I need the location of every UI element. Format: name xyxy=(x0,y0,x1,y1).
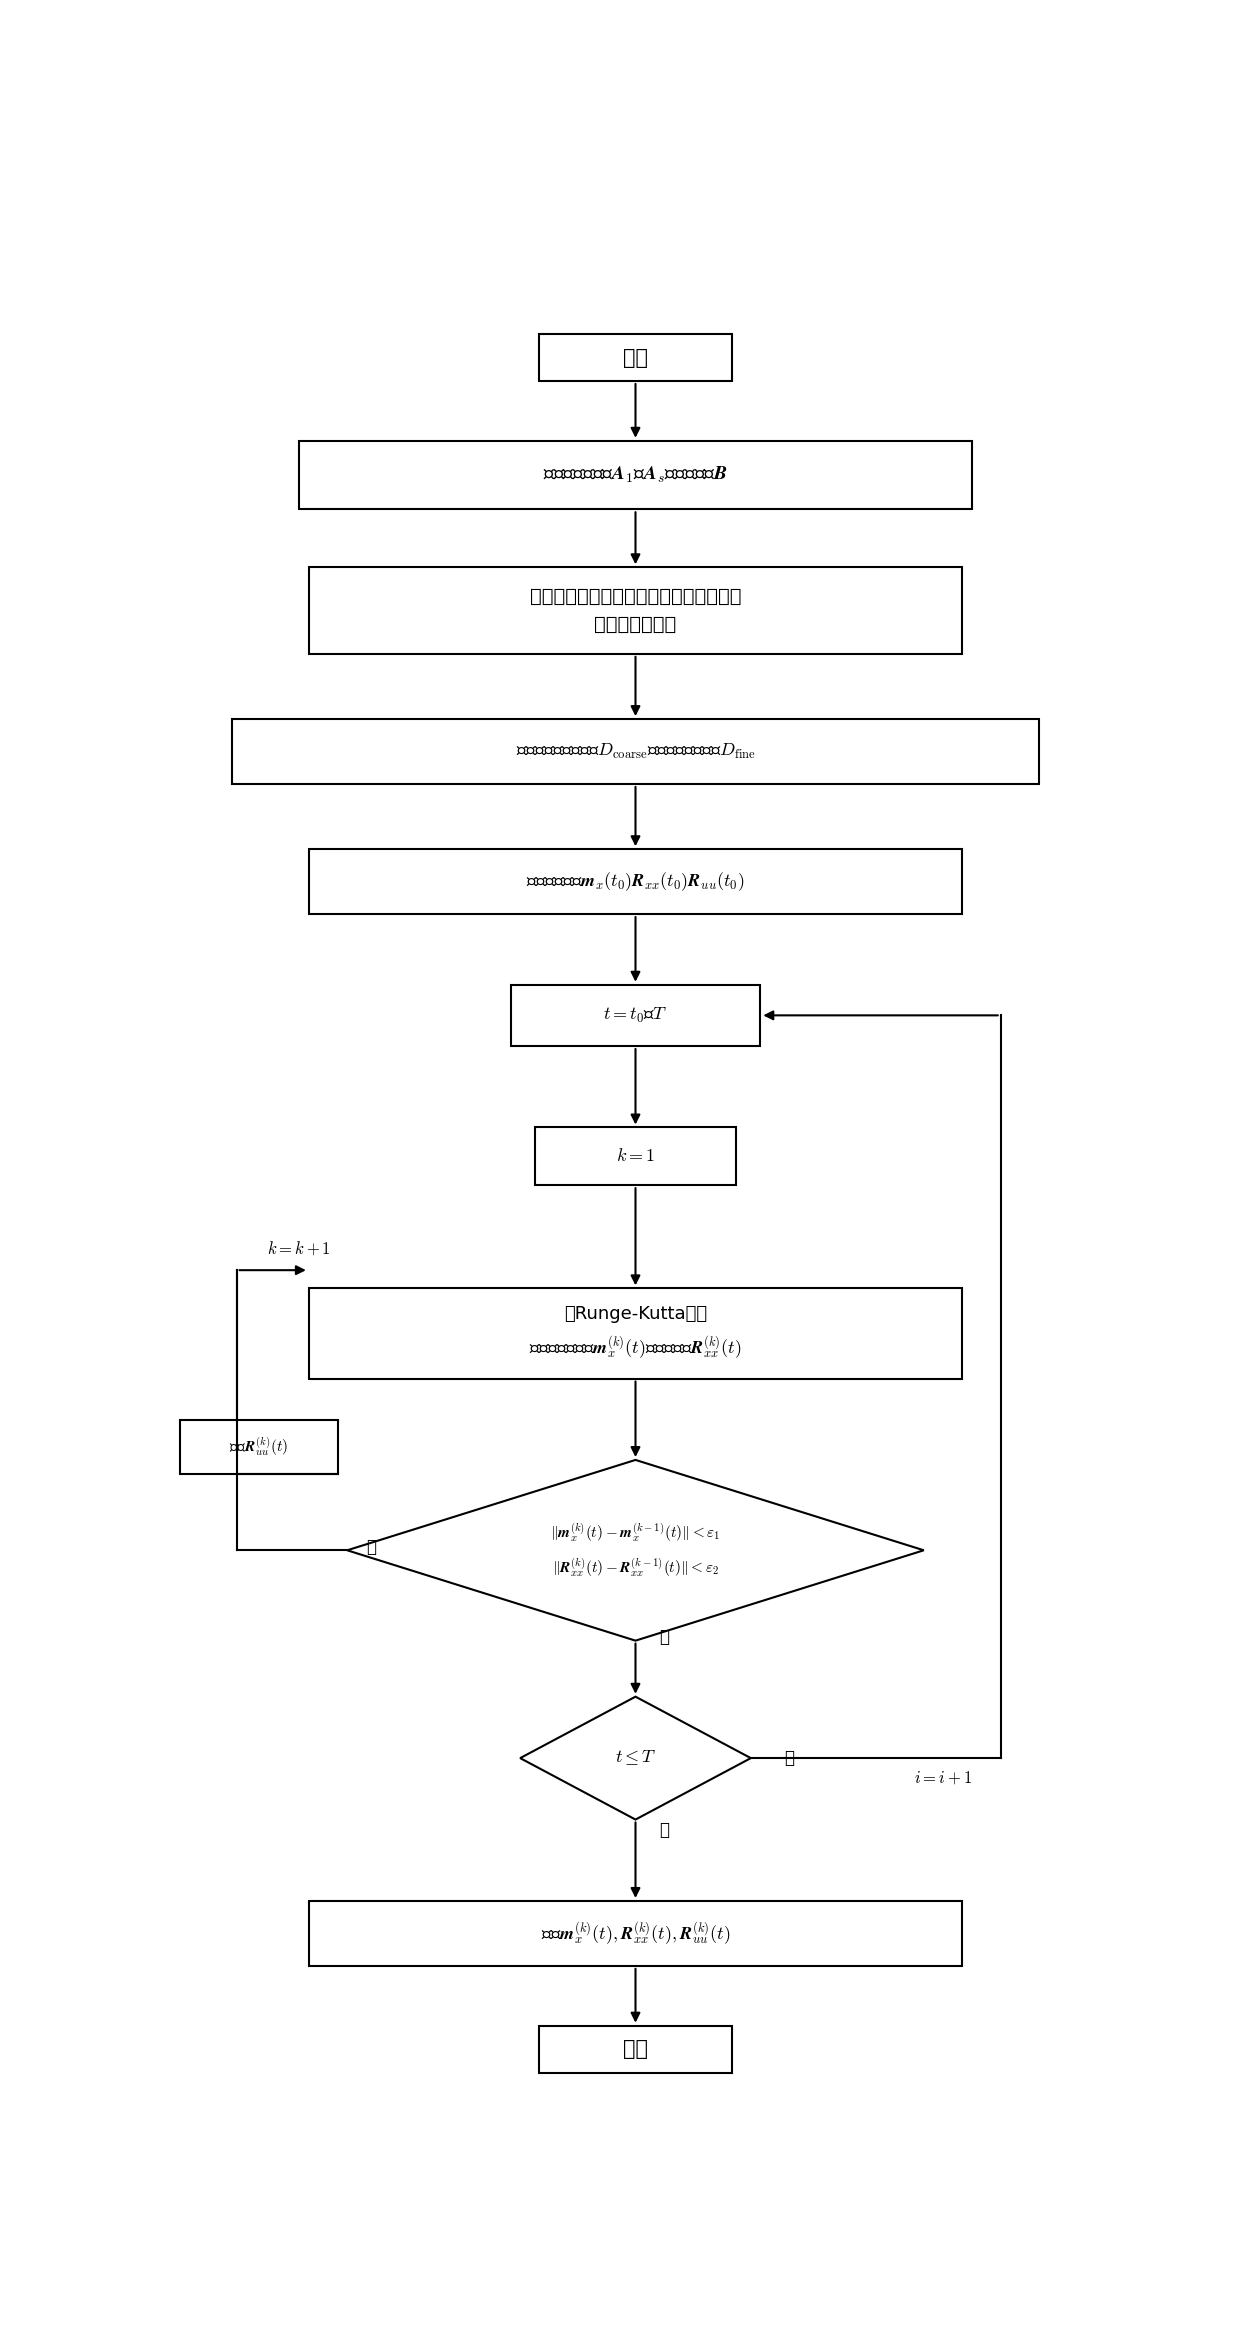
Text: 给定初始条件$\boldsymbol{m}_x(t_0)\boldsymbol{R}_{xx}(t_0)\boldsymbol{R}_{uu}(t_0)$: 给定初始条件$\boldsymbol{m}_x(t_0)\boldsymbol{… xyxy=(526,871,745,892)
Text: 用Runge-Kutta方法
计算响应的平均$\boldsymbol{m}_x^{(k)}(t)$和均方函数$\boldsymbol{R}_{xx}^{(k)}: 用Runge-Kutta方法 计算响应的平均$\boldsymbol{m}_x^… xyxy=(529,1305,742,1361)
FancyBboxPatch shape xyxy=(299,441,972,509)
Polygon shape xyxy=(521,1697,751,1819)
Text: 是: 是 xyxy=(660,1629,670,1645)
Text: 开始: 开始 xyxy=(622,347,649,368)
FancyBboxPatch shape xyxy=(539,2025,732,2072)
Text: $i=i+1$: $i=i+1$ xyxy=(914,1770,972,1786)
Text: 否: 否 xyxy=(660,1821,670,1840)
Text: 结束: 结束 xyxy=(622,2040,649,2058)
FancyBboxPatch shape xyxy=(232,718,1039,784)
FancyBboxPatch shape xyxy=(539,333,732,380)
FancyBboxPatch shape xyxy=(309,568,962,655)
FancyBboxPatch shape xyxy=(180,1420,339,1474)
FancyBboxPatch shape xyxy=(511,986,760,1047)
FancyBboxPatch shape xyxy=(309,1289,962,1378)
FancyBboxPatch shape xyxy=(534,1127,737,1185)
FancyBboxPatch shape xyxy=(309,850,962,915)
Text: $\|\boldsymbol{m}_x^{(k)}(t)-\boldsymbol{m}_x^{(k-1)}(t)\|<\varepsilon_1$
$\|\bo: $\|\boldsymbol{m}_x^{(k)}(t)-\boldsymbol… xyxy=(551,1521,720,1580)
Text: 建立非线性系统状态响应的矩函数方程及
封闭矩函数方程: 建立非线性系统状态响应的矩函数方程及 封闭矩函数方程 xyxy=(529,587,742,634)
Text: $k=k+1$: $k=k+1$ xyxy=(267,1239,331,1258)
Text: 计算$\boldsymbol{R}_{uu}^{(k)}(t)$: 计算$\boldsymbol{R}_{uu}^{(k)}(t)$ xyxy=(229,1436,289,1457)
Text: $t\leq T$: $t\leq T$ xyxy=(615,1749,656,1767)
Text: 输出$\boldsymbol{m}_x^{(k)}(t),\boldsymbol{R}_{xx}^{(k)}(t),\boldsymbol{R}_{uu}^{(: 输出$\boldsymbol{m}_x^{(k)}(t),\boldsymbol… xyxy=(541,1920,730,1946)
Polygon shape xyxy=(347,1460,924,1641)
Text: $k=1$: $k=1$ xyxy=(616,1148,655,1166)
Text: 是: 是 xyxy=(784,1749,795,1767)
FancyBboxPatch shape xyxy=(309,1901,962,1967)
Text: 初始化系统矩阵$\boldsymbol{A}_1$、$\boldsymbol{A}_s$和输入矩阵$\boldsymbol{B}$: 初始化系统矩阵$\boldsymbol{A}_1$、$\boldsymbol{A… xyxy=(543,465,728,486)
Text: 否: 否 xyxy=(366,1537,376,1556)
Text: 定义粗尺度时间区间$D_{\rm coarse}$和细尺度时间区间$D_{\rm fine}$: 定义粗尺度时间区间$D_{\rm coarse}$和细尺度时间区间$D_{\rm… xyxy=(516,742,755,760)
Text: $t=t_0$，$T$: $t=t_0$，$T$ xyxy=(603,1007,668,1026)
